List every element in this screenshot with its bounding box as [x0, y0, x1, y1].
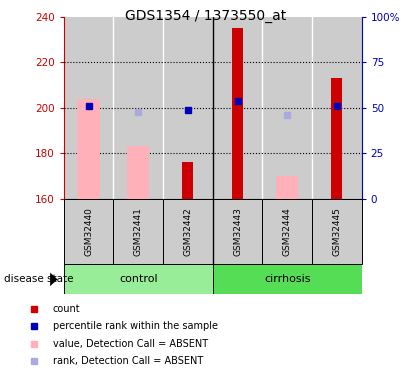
- Bar: [64, 264, 213, 294]
- Text: GSM32444: GSM32444: [283, 207, 292, 256]
- Bar: [113, 199, 163, 264]
- Text: cirrhosis: cirrhosis: [264, 274, 310, 284]
- Bar: [262, 17, 312, 199]
- Bar: [127, 147, 149, 199]
- Bar: [312, 17, 362, 199]
- Bar: [64, 199, 113, 264]
- Text: GSM32443: GSM32443: [233, 207, 242, 256]
- Text: GSM32441: GSM32441: [134, 207, 143, 256]
- Bar: [213, 264, 362, 294]
- Bar: [182, 162, 193, 199]
- Text: GSM32442: GSM32442: [183, 207, 192, 256]
- Bar: [64, 17, 113, 199]
- Bar: [77, 99, 100, 199]
- Bar: [232, 28, 243, 199]
- Bar: [213, 199, 262, 264]
- Text: GSM32440: GSM32440: [84, 207, 93, 256]
- Bar: [331, 78, 342, 199]
- Text: count: count: [53, 304, 80, 314]
- Text: value, Detection Call = ABSENT: value, Detection Call = ABSENT: [53, 339, 208, 348]
- Text: percentile rank within the sample: percentile rank within the sample: [53, 321, 218, 331]
- Bar: [163, 17, 213, 199]
- Text: control: control: [119, 274, 157, 284]
- Bar: [276, 176, 298, 199]
- Text: GSM32445: GSM32445: [332, 207, 342, 256]
- Text: GDS1354 / 1373550_at: GDS1354 / 1373550_at: [125, 9, 286, 23]
- Text: rank, Detection Call = ABSENT: rank, Detection Call = ABSENT: [53, 356, 203, 366]
- Bar: [213, 17, 262, 199]
- Bar: [262, 199, 312, 264]
- Bar: [312, 199, 362, 264]
- Text: disease state: disease state: [4, 274, 74, 284]
- Bar: [163, 199, 213, 264]
- Bar: [113, 17, 163, 199]
